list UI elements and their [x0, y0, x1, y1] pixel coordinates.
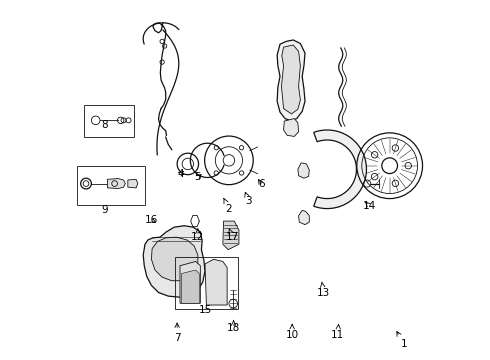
Polygon shape: [223, 221, 239, 249]
Text: 18: 18: [227, 320, 240, 333]
Text: 9: 9: [101, 205, 108, 215]
Text: 6: 6: [258, 179, 265, 189]
Polygon shape: [284, 118, 298, 136]
Bar: [175, 257, 238, 309]
Text: 11: 11: [331, 324, 344, 341]
Polygon shape: [277, 40, 305, 121]
Text: 17: 17: [226, 229, 239, 242]
Text: 8: 8: [101, 120, 108, 130]
Polygon shape: [151, 237, 198, 281]
Text: 16: 16: [145, 215, 158, 225]
Bar: [84, 105, 134, 137]
Polygon shape: [180, 261, 200, 303]
Text: 3: 3: [245, 192, 252, 206]
Text: 2: 2: [224, 198, 232, 213]
Polygon shape: [298, 210, 309, 225]
Polygon shape: [181, 270, 199, 303]
Text: 4: 4: [177, 168, 184, 179]
Text: 13: 13: [317, 282, 330, 297]
Polygon shape: [143, 226, 205, 297]
Polygon shape: [298, 163, 309, 178]
Polygon shape: [314, 130, 367, 208]
Text: 15: 15: [199, 305, 212, 315]
Polygon shape: [281, 45, 300, 114]
Polygon shape: [107, 179, 125, 189]
Text: 1: 1: [397, 332, 407, 349]
Bar: [77, 166, 145, 205]
Text: 14: 14: [363, 201, 376, 211]
Text: 10: 10: [286, 324, 299, 341]
Polygon shape: [128, 179, 138, 188]
Text: 7: 7: [174, 323, 180, 343]
Text: 5: 5: [195, 172, 201, 182]
Text: 12: 12: [191, 229, 204, 242]
Polygon shape: [205, 259, 227, 305]
